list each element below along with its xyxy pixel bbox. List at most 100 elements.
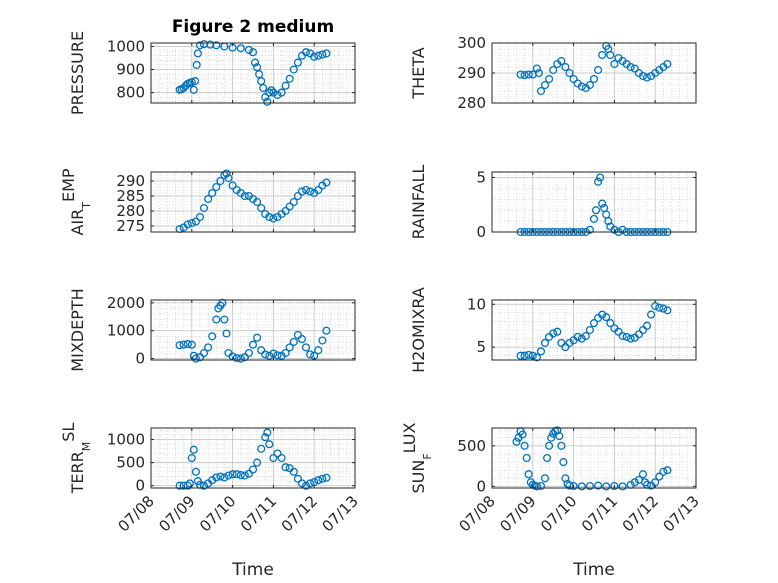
data-point [199, 203, 209, 213]
data-point [598, 199, 607, 208]
data-point [318, 474, 327, 483]
data-point [602, 313, 611, 322]
data-point [187, 340, 196, 349]
axes-frame [150, 427, 356, 489]
data-point [232, 470, 241, 479]
data-point [222, 169, 231, 178]
subplot-4: 0 5 RAINFALL [409, 165, 697, 241]
data-point [222, 329, 231, 338]
data-point [236, 354, 245, 363]
data-point [536, 347, 546, 356]
data-point [293, 330, 302, 339]
data-point [512, 437, 521, 446]
y-tick-label: 285 [116, 187, 145, 205]
y-tick-label: 500 [457, 437, 486, 455]
data-point [545, 441, 554, 450]
x-tick-label: 07/11 [578, 492, 621, 535]
data-point [322, 326, 331, 335]
data-point [604, 217, 613, 226]
data-point [220, 315, 229, 324]
data-point [547, 433, 556, 442]
data-point [598, 310, 607, 319]
data-point [240, 471, 249, 480]
y-tick-label: 1000 [107, 322, 145, 340]
x-tick-label: 07/10 [537, 492, 580, 535]
data-point [532, 353, 541, 362]
data-point [248, 48, 258, 57]
data-point [610, 59, 619, 69]
subplot-6: 5 10 H2OMIXRA [409, 287, 697, 373]
axes-frame [150, 299, 356, 361]
y-axis-label: AIRTEMP [59, 168, 93, 235]
data-point [630, 64, 639, 73]
x-tick-label: 07/10 [196, 492, 239, 535]
data-point [289, 337, 298, 346]
x-tick-label: 07/09 [155, 492, 198, 535]
data-point [273, 351, 282, 360]
data-point [269, 453, 278, 463]
data-point [655, 472, 664, 481]
data-point [183, 220, 192, 229]
axes-frame [150, 42, 356, 104]
data-point [216, 472, 225, 481]
axes-frame [491, 171, 697, 233]
data-point [634, 330, 643, 339]
y-tick-label: 2000 [107, 294, 145, 312]
data-point [297, 187, 307, 196]
y-tick-label: 0 [476, 223, 486, 241]
data-point [540, 80, 550, 90]
data-point [189, 85, 198, 94]
data-point [591, 206, 601, 215]
data-point [253, 333, 262, 342]
y-tick-label: 0 [476, 477, 486, 495]
data-point [606, 50, 615, 60]
data-point [273, 449, 282, 458]
data-point [663, 306, 672, 315]
subplot-8: 0 500 SUNFLUX 07/0807/0907/1007/1107/1207/1… [400, 422, 703, 580]
data-point [318, 336, 327, 345]
data-point [585, 481, 594, 491]
axes-background [492, 428, 696, 488]
y-axis-label: THETA [409, 47, 428, 99]
data-point [622, 332, 631, 341]
data-point [192, 60, 201, 69]
data-point [314, 51, 323, 60]
data-point [250, 58, 260, 67]
data-point [520, 71, 529, 80]
data-point [244, 45, 253, 54]
data-point [253, 63, 262, 72]
data-point [193, 49, 202, 58]
data-point [218, 298, 227, 307]
data-point [204, 194, 213, 204]
data-point [248, 465, 258, 474]
data-point [642, 321, 652, 330]
data-point [281, 206, 290, 216]
data-point [269, 214, 278, 223]
data-point [240, 353, 249, 362]
x-axis-label: Time [231, 560, 274, 580]
data-point [277, 88, 286, 97]
y-tick-label: 280 [116, 202, 145, 220]
x-tick-label: 07/13 [660, 492, 703, 535]
x-tick-label: 07/12 [619, 492, 662, 535]
data-point [557, 338, 566, 347]
data-point [589, 319, 599, 328]
y-axis-label: TERRMSL [59, 423, 93, 495]
data-point [175, 481, 184, 490]
x-tick-label: 07/09 [496, 492, 539, 535]
data-point [524, 350, 533, 359]
data-point [175, 341, 184, 350]
data-point [640, 478, 650, 487]
data-point [534, 68, 543, 78]
data-point [557, 441, 566, 450]
data-point [297, 479, 307, 488]
data-point [663, 59, 672, 69]
data-point [191, 354, 200, 363]
subplot-2: 280 290 300 THETA [409, 34, 697, 112]
data-point [236, 471, 245, 480]
data-point [228, 181, 237, 190]
data-point [195, 353, 205, 362]
data-point [610, 225, 619, 234]
data-point [642, 73, 652, 82]
x-tick-label: 07/12 [278, 492, 321, 535]
